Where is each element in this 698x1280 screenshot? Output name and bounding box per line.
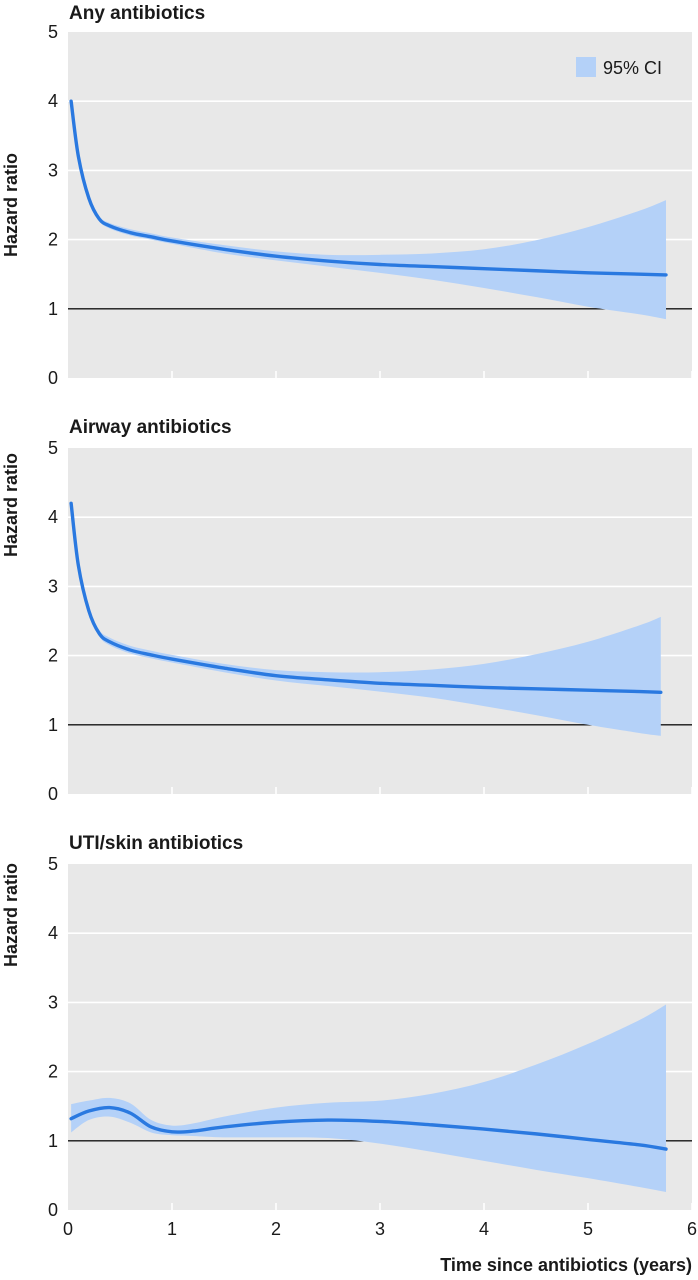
y-axis-label: Hazard ratio [1, 153, 21, 257]
x-tick-label: 2 [271, 1219, 281, 1239]
y-tick-label: 3 [48, 992, 58, 1012]
y-tick-label: 1 [48, 715, 58, 735]
y-tick-label: 2 [48, 1062, 58, 1082]
x-tick-label: 6 [687, 1219, 697, 1239]
y-tick-label: 5 [48, 854, 58, 874]
x-tick-label: 1 [167, 1219, 177, 1239]
legend-swatch [576, 57, 596, 77]
x-tick-label: 3 [375, 1219, 385, 1239]
hazard-ratio-line [69, 1105, 668, 1151]
y-tick-label: 3 [48, 160, 58, 180]
legend: 95% CI [576, 57, 662, 78]
ci-band [71, 503, 661, 736]
panel-1: 0 1 2 3 4 5 Any antibiotics Hazard ratio 95% CI [1, 3, 693, 388]
x-tick-label: 0 [63, 1219, 73, 1239]
y-tick-label: 3 [48, 576, 58, 596]
panel-3: 0 1 2 3 4 5 0 1 2 3 4 5 6 UTI/skin antibiotics Hazard … [1, 833, 697, 1239]
ci-band [71, 1004, 667, 1193]
x-tick-label: 5 [583, 1219, 593, 1239]
y-tick-label: 2 [48, 230, 58, 250]
y-axis-label: Hazard ratio [1, 863, 21, 967]
panel-title: Any antibiotics [69, 3, 205, 24]
y-tick-label: 0 [48, 368, 58, 388]
y-tick-label: 4 [48, 507, 58, 527]
panel-2: 0 1 2 3 4 5 Airway antibiotics Hazard ratio [1, 417, 693, 804]
y-tick-label: 0 [48, 1200, 58, 1220]
plot-background [68, 448, 692, 794]
y-tick-label: 0 [48, 784, 58, 804]
y-tick-label: 4 [48, 923, 58, 943]
panel-title: Airway antibiotics [69, 417, 232, 438]
ci-band [71, 101, 667, 320]
panel-title: UTI/skin antibiotics [69, 833, 243, 854]
legend-label: 95% CI [603, 58, 662, 78]
hazard-ratio-line [69, 99, 668, 277]
hazard-ratio-line [69, 501, 663, 694]
y-tick-label: 1 [48, 299, 58, 319]
y-tick-label: 2 [48, 646, 58, 666]
y-axis-label: Hazard ratio [1, 453, 21, 557]
y-tick-label: 4 [48, 91, 58, 111]
y-tick-label: 1 [48, 1131, 58, 1151]
y-tick-label: 5 [48, 22, 58, 42]
plot-background [68, 32, 692, 378]
y-tick-label: 5 [48, 438, 58, 458]
x-axis-label: Time since antibiotics (years) [440, 1255, 692, 1275]
x-tick-label: 4 [479, 1219, 489, 1239]
